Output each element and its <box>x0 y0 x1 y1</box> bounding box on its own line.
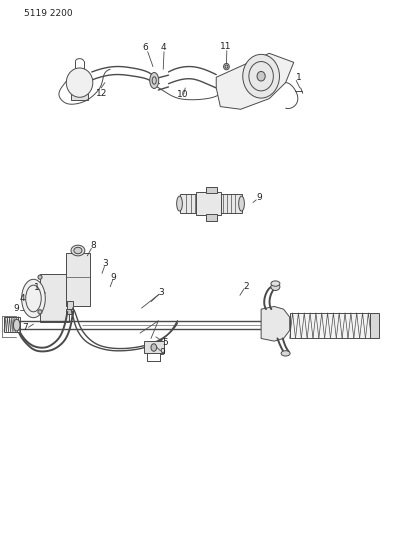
Text: 12: 12 <box>95 89 107 98</box>
Bar <box>144 341 164 353</box>
Bar <box>206 187 217 193</box>
Ellipse shape <box>271 283 280 290</box>
Text: 9: 9 <box>111 273 116 281</box>
Ellipse shape <box>177 196 182 211</box>
Text: 5119 2200: 5119 2200 <box>24 10 73 18</box>
Text: 10: 10 <box>177 90 188 99</box>
Ellipse shape <box>22 279 45 318</box>
Bar <box>221 194 242 213</box>
Bar <box>40 274 69 322</box>
Ellipse shape <box>281 351 290 356</box>
Text: 6: 6 <box>142 44 148 52</box>
Polygon shape <box>261 306 290 341</box>
Bar <box>290 313 371 338</box>
Ellipse shape <box>66 68 93 98</box>
Bar <box>196 192 221 215</box>
Bar <box>66 309 73 314</box>
Ellipse shape <box>150 72 159 88</box>
Bar <box>370 313 379 338</box>
Ellipse shape <box>257 71 265 81</box>
Text: 9: 9 <box>256 193 262 201</box>
Ellipse shape <box>151 344 157 351</box>
Ellipse shape <box>38 310 42 314</box>
Ellipse shape <box>13 319 20 331</box>
Text: 1: 1 <box>296 73 302 82</box>
Text: 7: 7 <box>22 323 28 332</box>
Ellipse shape <box>224 63 229 70</box>
Bar <box>71 94 88 100</box>
Ellipse shape <box>71 245 85 256</box>
Ellipse shape <box>271 281 280 286</box>
Text: 4: 4 <box>160 44 166 52</box>
Text: 2: 2 <box>244 282 249 291</box>
Text: 5: 5 <box>162 338 168 347</box>
Ellipse shape <box>239 196 244 211</box>
Bar <box>4 317 20 332</box>
Text: 4: 4 <box>19 294 25 303</box>
Text: 1: 1 <box>34 284 40 292</box>
Bar <box>67 301 73 310</box>
Ellipse shape <box>38 275 42 279</box>
Text: 8: 8 <box>90 241 96 249</box>
Bar <box>206 214 217 221</box>
Text: 3: 3 <box>159 288 164 296</box>
Ellipse shape <box>74 247 82 254</box>
Text: 3: 3 <box>102 259 108 268</box>
Bar <box>66 253 90 306</box>
Polygon shape <box>216 53 294 109</box>
Bar <box>180 194 197 213</box>
Text: 9: 9 <box>13 304 19 312</box>
Text: 11: 11 <box>220 42 232 51</box>
Text: 9: 9 <box>160 349 165 357</box>
Ellipse shape <box>243 54 279 98</box>
